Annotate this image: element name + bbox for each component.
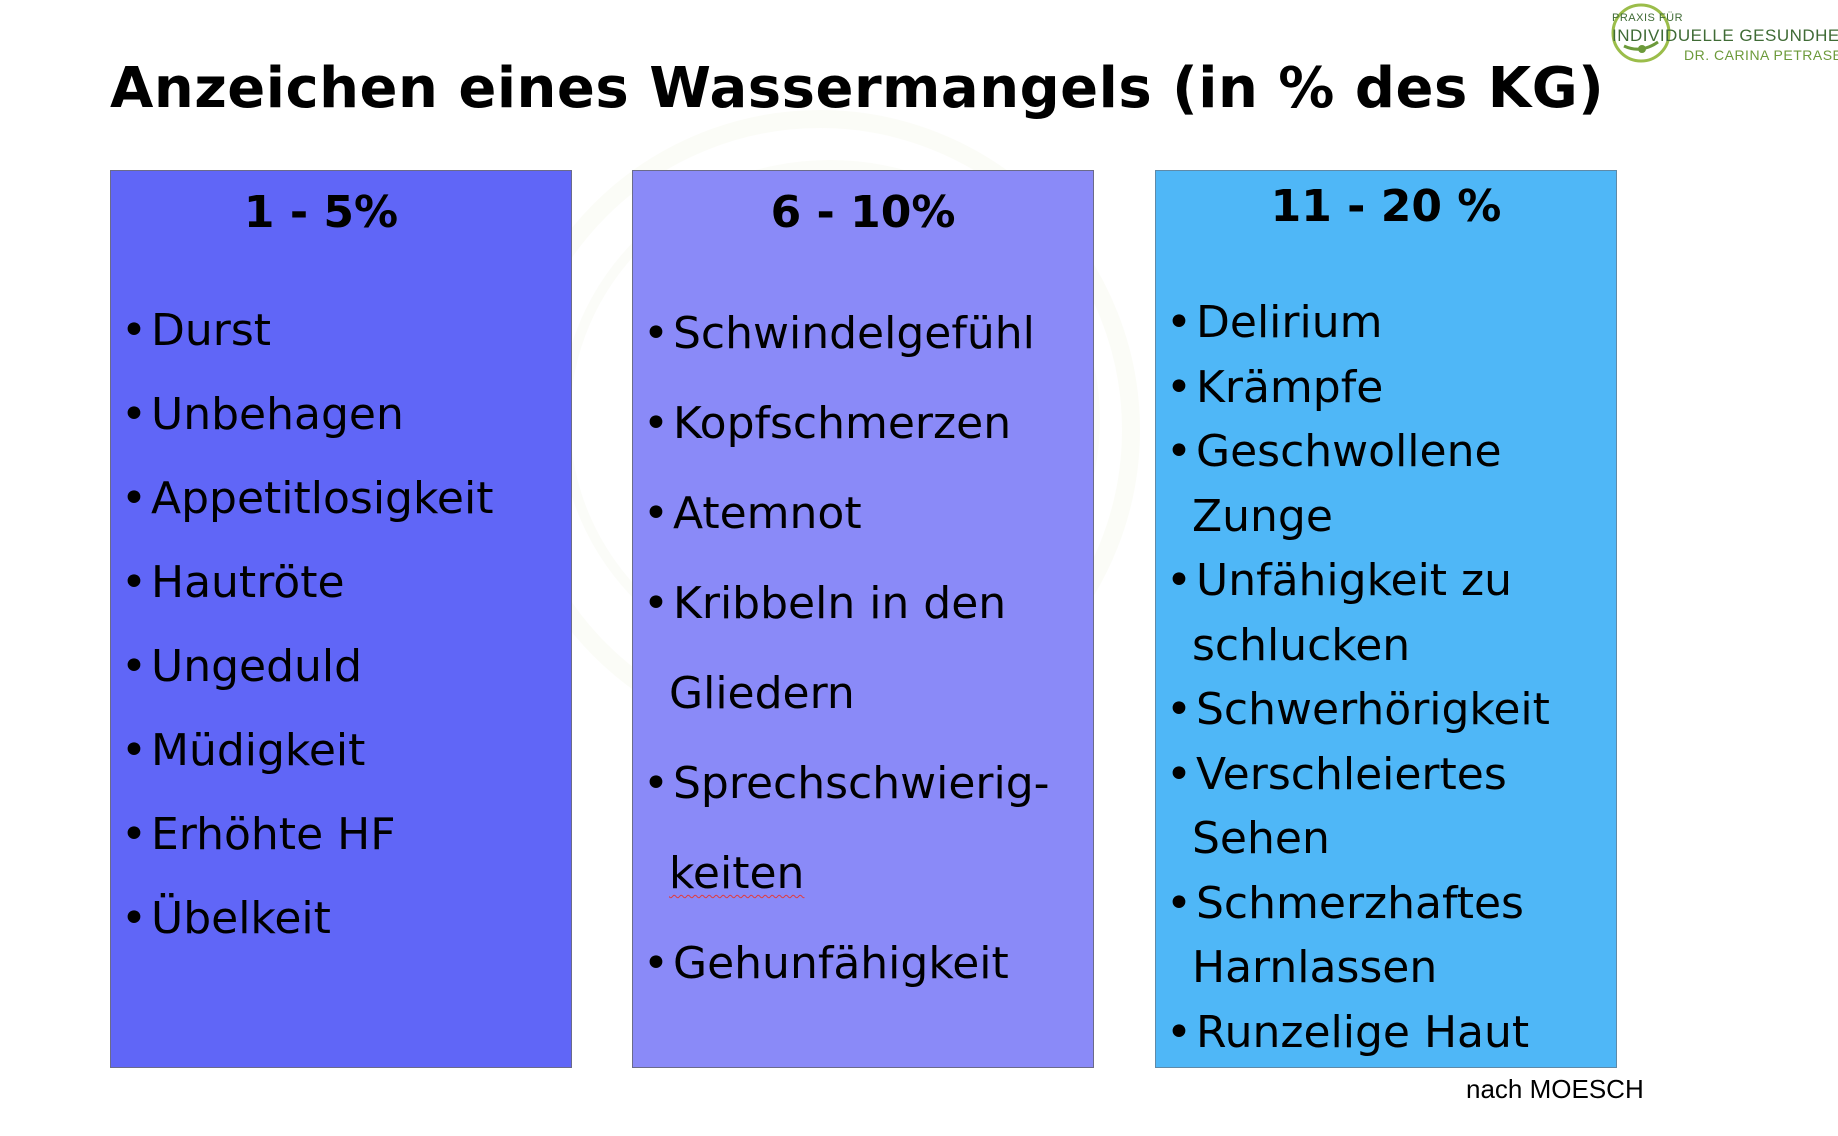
list-item: Unfähigkeit zu <box>1166 549 1616 614</box>
list-item-continuation: Zunge <box>1192 490 1333 542</box>
list-item: Schwindelgefühl <box>643 289 1093 379</box>
list-item: Durst <box>121 289 571 373</box>
logo-emblem-icon <box>1611 3 1671 63</box>
list-item: Erhöhte HF <box>121 793 571 877</box>
list-item: Ungeduld <box>121 625 571 709</box>
list-item: Übelkeit <box>121 877 571 961</box>
source-citation: nach MOESCH <box>1466 1074 1644 1104</box>
list-item: Appetitlosigkeit <box>121 457 571 541</box>
column-header: 11 - 20 % <box>1270 181 1502 232</box>
list-item: Schwerhörigkeit <box>1166 678 1616 743</box>
list-item: Sprechschwierig- <box>643 739 1093 829</box>
list-item-continuation: Harnlassen <box>1192 942 1438 993</box>
list-item: Müdigkeit <box>121 709 571 793</box>
spellcheck-underlined-word: keiten <box>669 848 805 899</box>
list-item: Geschwollene <box>1166 420 1616 485</box>
symptom-list: Delirium Krämpfe Geschwollene Zunge Unfä… <box>1166 291 1616 1065</box>
column-severe: 11 - 20 % Delirium Krämpfe Geschwollene … <box>1155 170 1617 1068</box>
list-item: Hautröte <box>121 541 571 625</box>
logo-line-3: DR. CARINA PETRASEK <box>1684 47 1838 63</box>
symptom-list: Schwindelgefühl Kopfschmerzen Atemnot Kr… <box>643 289 1093 1009</box>
list-item: Delirium <box>1166 291 1616 356</box>
list-item: Kopfschmerzen <box>643 379 1093 469</box>
column-header: 1 - 5% <box>243 187 399 238</box>
list-item: Unbehagen <box>121 373 571 457</box>
column-moderate: 6 - 10% Schwindelgefühl Kopfschmerzen At… <box>632 170 1094 1068</box>
column-header: 6 - 10% <box>770 187 956 238</box>
logo-line-2: INDIVIDUELLE GESUNDHEIT <box>1612 26 1838 45</box>
list-item-continuation: Gliedern <box>669 668 855 719</box>
list-item-continuation: Sehen <box>1192 813 1330 864</box>
logo-text: PRAXIS FÜR INDIVIDUELLE GESUNDHEIT DR. C… <box>1612 12 1838 63</box>
symptom-list: Durst Unbehagen Appetitlosigkeit Hautröt… <box>121 289 571 961</box>
list-item: Gehunfähigkeit <box>643 919 1093 1009</box>
slide-title: Anzeichen eines Wassermangels (in % des … <box>110 56 1605 121</box>
list-item-continuation: schlucken <box>1192 619 1411 671</box>
column-mild: 1 - 5% Durst Unbehagen Appetitlosigkeit … <box>110 170 572 1068</box>
list-item: Runzelige Haut <box>1166 1001 1616 1066</box>
practice-logo: PRAXIS FÜR INDIVIDUELLE GESUNDHEIT DR. C… <box>1610 2 1838 76</box>
list-item: Krämpfe <box>1166 356 1616 421</box>
logo-line-1: PRAXIS FÜR <box>1612 12 1684 24</box>
list-item: Schmerzhaftes <box>1166 872 1616 937</box>
list-item: Verschleiertes <box>1166 743 1616 808</box>
list-item-continuation: keiten <box>643 829 1093 919</box>
list-item: Atemnot <box>643 469 1093 559</box>
list-item: Kribbeln in den <box>643 559 1093 649</box>
